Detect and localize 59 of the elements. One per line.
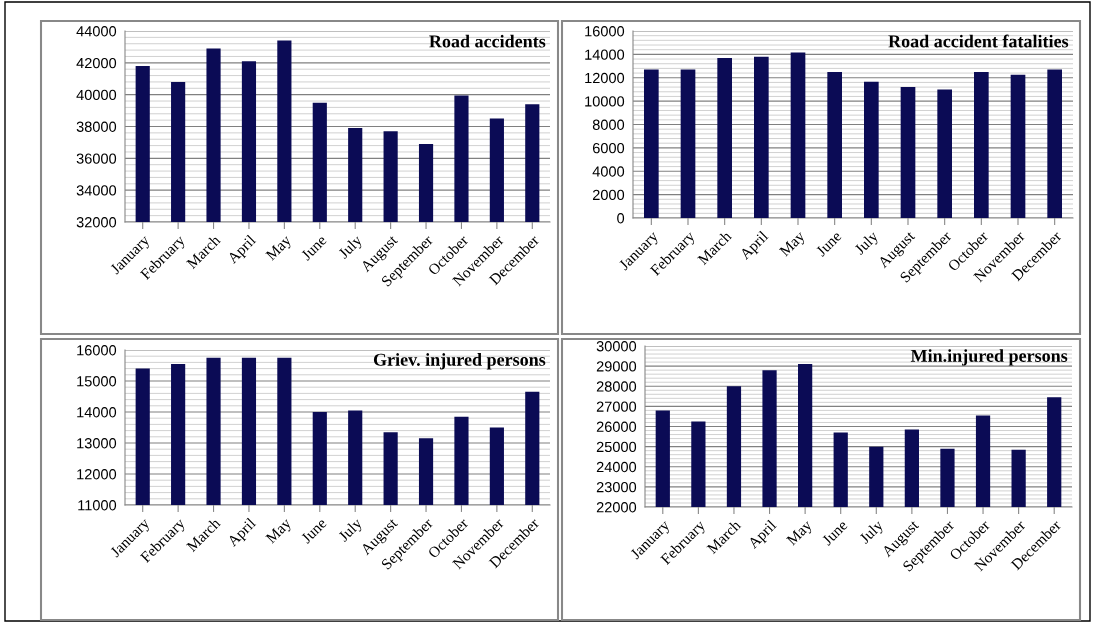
y-tick-label: 32000 xyxy=(76,217,117,228)
chart-title: Road accidents xyxy=(429,34,546,48)
y-tick-label: 2000 xyxy=(592,189,625,201)
x-tick-label: June xyxy=(815,230,842,257)
y-tick-label: 26000 xyxy=(596,421,637,432)
bar xyxy=(717,57,732,218)
y-tick-label: 12000 xyxy=(585,72,625,84)
y-tick-label: 42000 xyxy=(76,57,117,69)
bar xyxy=(1010,74,1026,218)
x-tick-label: July xyxy=(858,518,887,547)
x-tick-label: May xyxy=(786,519,815,549)
y-tick-label: 4000 xyxy=(592,166,625,177)
y-tick-label: 34000 xyxy=(76,185,117,196)
y-tick-label: 28000 xyxy=(596,381,637,392)
x-tick-label: July xyxy=(337,516,365,545)
y-tick-label: 22000 xyxy=(596,502,637,513)
x-tick-label: July xyxy=(853,229,882,258)
y-tick-label: 24000 xyxy=(596,461,637,473)
y-tick-label: 25000 xyxy=(596,441,637,453)
y-tick-label: 44000 xyxy=(76,26,117,37)
y-tick-label: 14000 xyxy=(77,407,117,418)
y-tick-label: 27000 xyxy=(596,401,637,412)
x-tick-label: June xyxy=(300,234,328,261)
x-tick-label: June xyxy=(300,517,328,544)
bar xyxy=(974,71,989,218)
y-tick-label: 14000 xyxy=(585,49,625,60)
y-tick-label: 8000 xyxy=(592,119,625,130)
x-tick-label: May xyxy=(778,230,808,260)
y-tick-label: 30000 xyxy=(596,341,637,352)
x-tick-label: May xyxy=(265,234,295,264)
bar xyxy=(900,87,916,218)
bar xyxy=(680,69,696,218)
y-tick-label: 36000 xyxy=(76,153,117,164)
bar xyxy=(1047,69,1062,218)
y-tick-label: 6000 xyxy=(592,142,625,154)
y-tick-label: 38000 xyxy=(76,121,117,132)
chart-title: Road accident fatalities xyxy=(888,34,1069,48)
bar xyxy=(790,52,806,218)
bar xyxy=(864,81,879,218)
y-tick-label: 13000 xyxy=(77,438,117,449)
y-tick-label: 16000 xyxy=(77,345,117,356)
y-tick-label: 16000 xyxy=(585,26,625,37)
x-tick-label: July xyxy=(337,233,365,262)
bar xyxy=(754,56,769,218)
bar xyxy=(937,89,952,218)
x-tick-label: May xyxy=(265,517,295,547)
y-tick-label: 12000 xyxy=(77,469,117,480)
y-tick-label: 23000 xyxy=(596,481,637,493)
y-tick-label: 40000 xyxy=(76,89,117,101)
bar xyxy=(644,69,659,218)
y-tick-label: 0 xyxy=(617,213,625,224)
bar xyxy=(827,71,842,218)
x-tick-label: June xyxy=(821,519,848,546)
y-tick-label: 10000 xyxy=(585,96,625,107)
y-tick-label: 29000 xyxy=(596,361,637,372)
y-tick-label: 11000 xyxy=(78,500,117,511)
chart-title: Min.injured persons xyxy=(910,349,1068,366)
y-tick-label: 15000 xyxy=(77,376,117,387)
chart-title: Griev. injured persons xyxy=(373,353,546,370)
